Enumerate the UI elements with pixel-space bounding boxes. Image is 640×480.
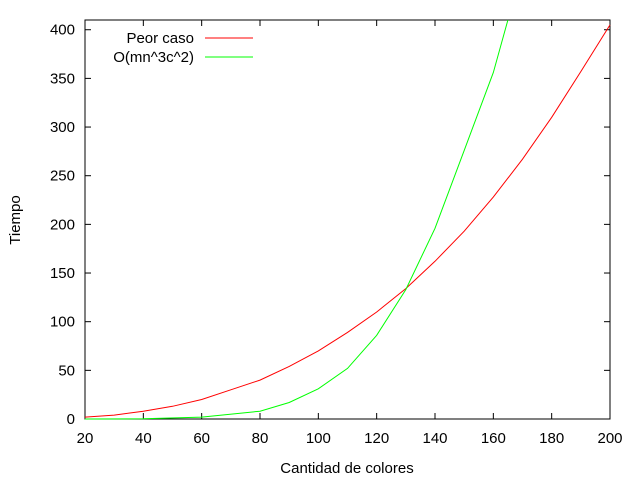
x-tick-label: 120 xyxy=(364,430,389,447)
ticks: 20 40 60 80 100 120 140 160 180 200 0 50 100 150 200 25… xyxy=(50,20,623,447)
x-tick-label: 20 xyxy=(77,430,94,447)
y-tick-label: 200 xyxy=(50,216,75,233)
x-tick-label: 100 xyxy=(306,430,331,447)
y-tick-label: 250 xyxy=(50,168,75,185)
y-axis-title: Tiempo xyxy=(7,195,24,244)
x-tick-label: 60 xyxy=(193,430,210,447)
legend: Peor caso O(mn^3c^2) xyxy=(113,30,253,66)
x-tick-label: 140 xyxy=(422,430,447,447)
y-tick-label: 400 xyxy=(50,22,75,39)
x-tick-label: 180 xyxy=(539,430,564,447)
y-tick-label: 300 xyxy=(50,119,75,136)
series-line-0 xyxy=(84,24,611,418)
x-axis-title: Cantidad de colores xyxy=(280,460,413,477)
x-tick-label: 40 xyxy=(135,430,152,447)
x-tick-label: 200 xyxy=(597,430,622,447)
series-layer xyxy=(84,19,611,420)
plot-frame xyxy=(84,19,611,420)
x-tick-label: 160 xyxy=(481,430,506,447)
legend-label-1: O(mn^3c^2) xyxy=(113,49,194,66)
legend-label-0: Peor caso xyxy=(126,30,194,47)
y-tick-label: 150 xyxy=(50,265,75,282)
x-tick-label: 80 xyxy=(252,430,269,447)
y-tick-label: 0 xyxy=(67,411,75,428)
series-line-1 xyxy=(84,19,509,420)
y-tick-label: 50 xyxy=(58,362,75,379)
y-tick-label: 100 xyxy=(50,314,75,331)
y-tick-label: 350 xyxy=(50,70,75,87)
